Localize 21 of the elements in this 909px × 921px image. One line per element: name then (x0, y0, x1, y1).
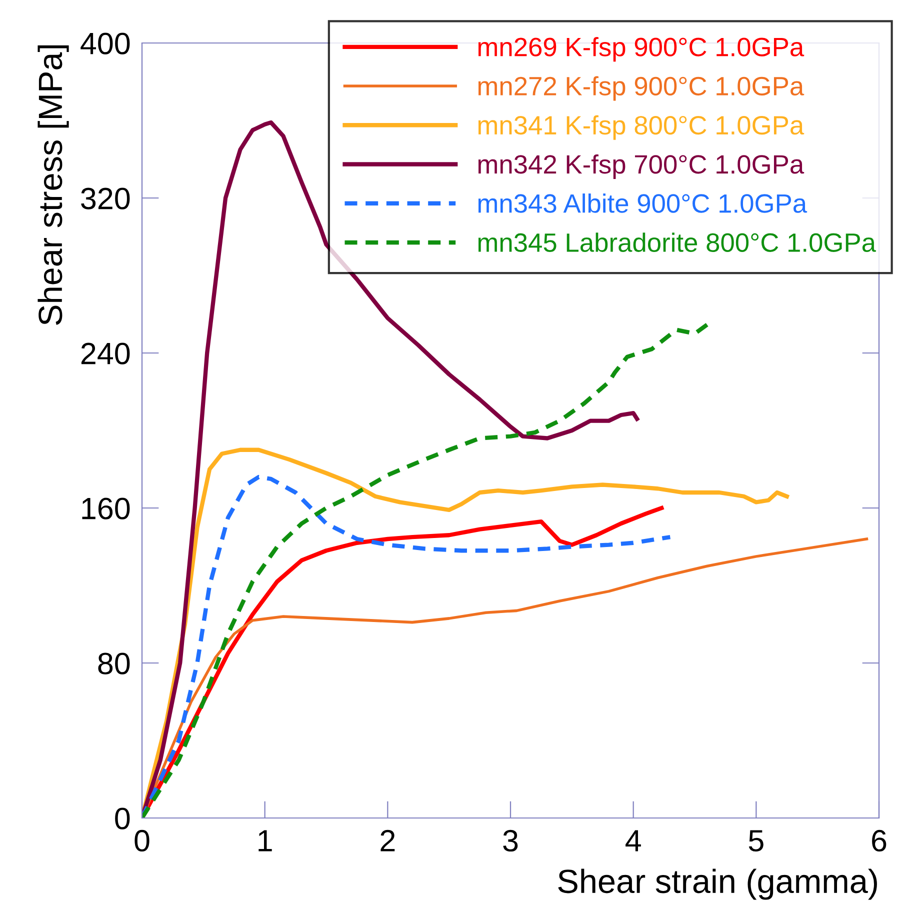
legend-label: mn343 Albite 900°C 1.0GPa (478, 193, 808, 213)
legend-label: mn345 Labradorite 800°C 1.0GPa (478, 232, 876, 252)
y-tick-label: 0 (115, 808, 130, 830)
x-tick-label: 2 (380, 830, 395, 852)
y-tick-label: 80 (98, 652, 130, 674)
y-tick-label: 320 (81, 188, 130, 210)
y-tick-label: 400 (80, 32, 130, 54)
legend-label: mn269 K-fsp 900°C 1.0GPa (478, 37, 804, 62)
x-tick-label: 6 (872, 830, 886, 852)
y-tick-label: 160 (82, 498, 130, 520)
legend-label: mn272 K-fsp 900°C 1.0GPa (478, 76, 804, 101)
x-tick-label: 0 (134, 830, 150, 852)
x-tick-label: 5 (748, 830, 764, 852)
y-tick-label: 240 (81, 342, 130, 364)
legend-label: mn341 K-fsp 800°C 1.0GPa (478, 115, 804, 140)
x-tick-label: 1 (258, 830, 272, 852)
x-tick-label: 3 (503, 830, 518, 852)
y-axis-title: Shear stress [MPa] (38, 45, 69, 325)
x-tick-label: 4 (626, 830, 641, 852)
legend-label: mn342 K-fsp 700°C 1.0GPa (478, 154, 804, 179)
x-axis-title: Shear strain (gamma) (558, 868, 877, 900)
